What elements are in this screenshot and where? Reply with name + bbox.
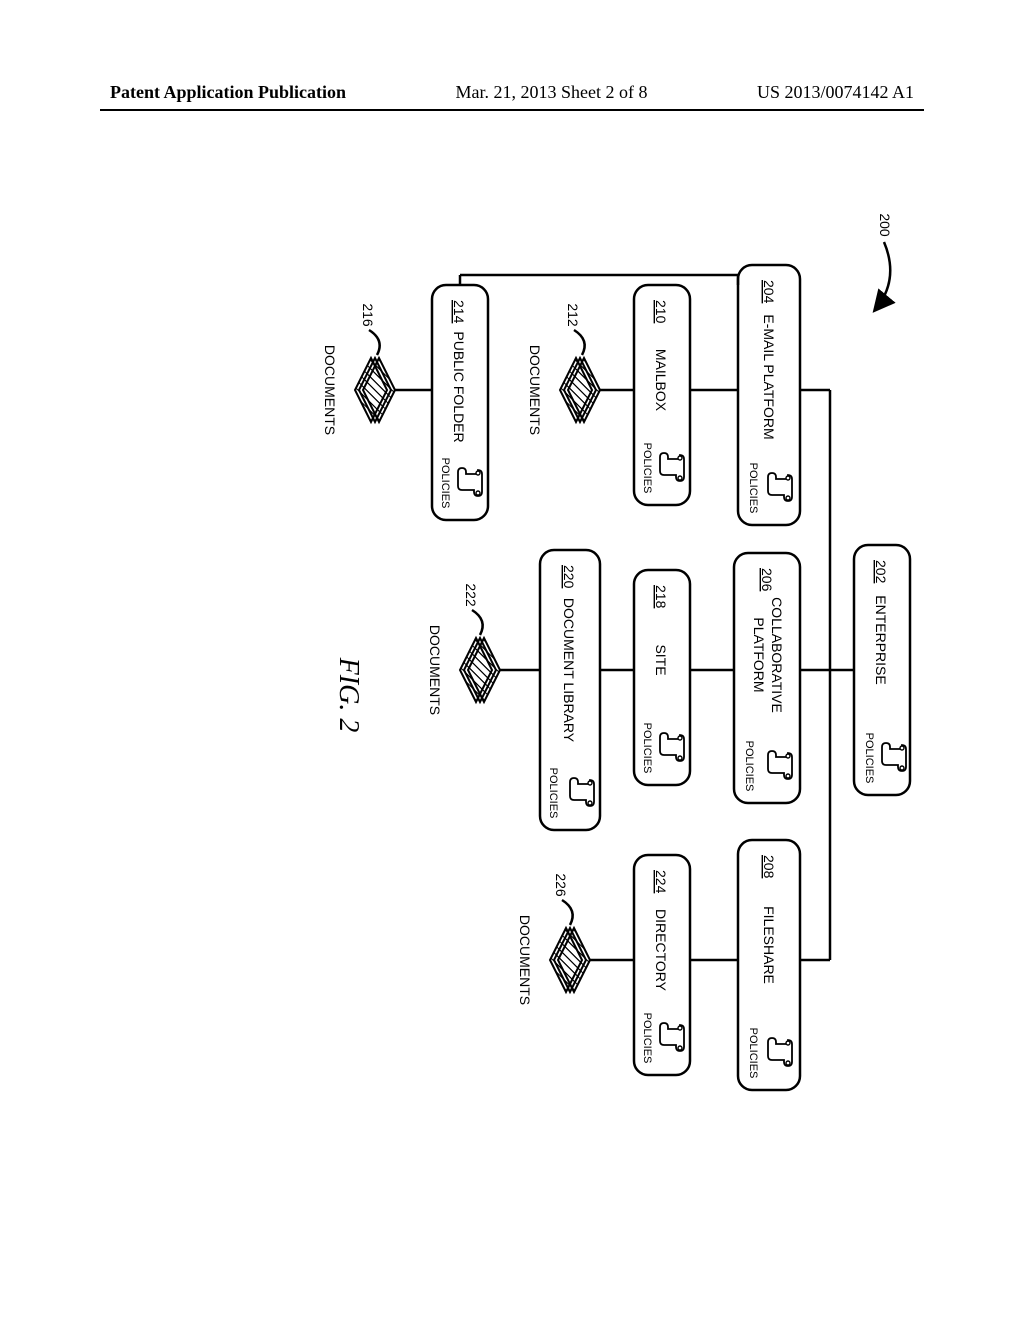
policies-public-folder: POLICIES [439, 458, 451, 509]
docs-public: 216 DOCUMENTS [322, 303, 395, 435]
label-fileshare: FILESHARE [761, 906, 777, 984]
label-collab1: COLLABORATIVE [769, 597, 785, 713]
policies-fileshare: POLICIES [747, 1028, 759, 1079]
label-email: E-MAIL PLATFORM [761, 314, 777, 439]
label-enterprise: ENTERPRISE [873, 595, 889, 684]
node-directory: 224 DIRECTORY POLICIES [634, 855, 690, 1075]
node-mailbox: 210 MAILBOX POLICIES [634, 285, 690, 505]
header-left: Patent Application Publication [110, 82, 346, 103]
node-collab: 206 COLLABORATIVE PLATFORM POLICIES [734, 553, 800, 803]
policies-collab: POLICIES [743, 741, 755, 792]
ref-200: 200 [877, 213, 893, 237]
policies-email: POLICIES [747, 463, 759, 514]
node-doclib: 220 DOCUMENT LIBRARY POLICIES [540, 550, 600, 830]
documents-222: DOCUMENTS [427, 625, 443, 715]
diagram-svg: 200 202 ENTERPRISE POLICIES [100, 190, 920, 1200]
ref-220: 220 [561, 565, 577, 589]
ref-204: 204 [761, 280, 777, 304]
ref-224: 224 [653, 870, 669, 894]
page: Patent Application Publication Mar. 21, … [0, 0, 1024, 1320]
header-line: Patent Application Publication Mar. 21, … [0, 82, 1024, 109]
ref-216: 216 [360, 303, 376, 327]
label-public-folder: PUBLIC FOLDER [451, 331, 467, 442]
label-doclib: DOCUMENT LIBRARY [561, 598, 577, 743]
diagram-rotator: 200 202 ENTERPRISE POLICIES [100, 190, 920, 1200]
documents-226: DOCUMENTS [517, 915, 533, 1005]
node-site: 218 SITE POLICIES [634, 570, 690, 785]
ref-222: 222 [463, 583, 479, 607]
ref-212: 212 [565, 303, 581, 327]
policies-site: POLICIES [641, 723, 653, 774]
label-site: SITE [653, 644, 669, 675]
policies-mailbox: POLICIES [641, 443, 653, 494]
documents-212: DOCUMENTS [527, 345, 543, 435]
label-collab2: PLATFORM [751, 617, 767, 692]
label-mailbox: MAILBOX [653, 349, 669, 412]
header: Patent Application Publication Mar. 21, … [0, 82, 1024, 111]
header-rule [100, 109, 924, 111]
header-center: Mar. 21, 2013 Sheet 2 of 8 [456, 82, 648, 103]
documents-216: DOCUMENTS [322, 345, 338, 435]
policies-enterprise: POLICIES [863, 733, 875, 784]
ref-210: 210 [653, 300, 669, 324]
ref-202: 202 [873, 560, 889, 584]
label-directory: DIRECTORY [653, 909, 669, 992]
docs-directory: 226 DOCUMENTS [517, 873, 590, 1005]
node-fileshare: 208 FILESHARE POLICIES [738, 840, 800, 1090]
leader-212 [574, 330, 585, 355]
leader-226 [562, 900, 573, 925]
node-public-folder: 214 PUBLIC FOLDER POLICIES [432, 285, 488, 520]
ref-226: 226 [553, 873, 569, 897]
policies-directory: POLICIES [641, 1013, 653, 1064]
leader-222 [472, 610, 483, 635]
ref-208: 208 [761, 855, 777, 879]
header-right: US 2013/0074142 A1 [757, 82, 914, 103]
policies-doclib: POLICIES [547, 768, 559, 819]
docs-mailbox: 212 DOCUMENTS [527, 303, 600, 435]
diagram-area: 200 202 ENTERPRISE POLICIES [100, 190, 920, 1200]
node-enterprise: 202 ENTERPRISE POLICIES [854, 545, 910, 795]
leader-216 [369, 330, 380, 355]
figure-label: FIG. 2 [333, 657, 364, 733]
node-email: 204 E-MAIL PLATFORM POLICIES [738, 265, 800, 525]
arrow-200 [875, 242, 890, 310]
ref-218: 218 [653, 585, 669, 609]
ref-206: 206 [759, 568, 775, 592]
docs-doclib: 222 DOCUMENTS [427, 583, 500, 715]
ref-214: 214 [451, 300, 467, 324]
